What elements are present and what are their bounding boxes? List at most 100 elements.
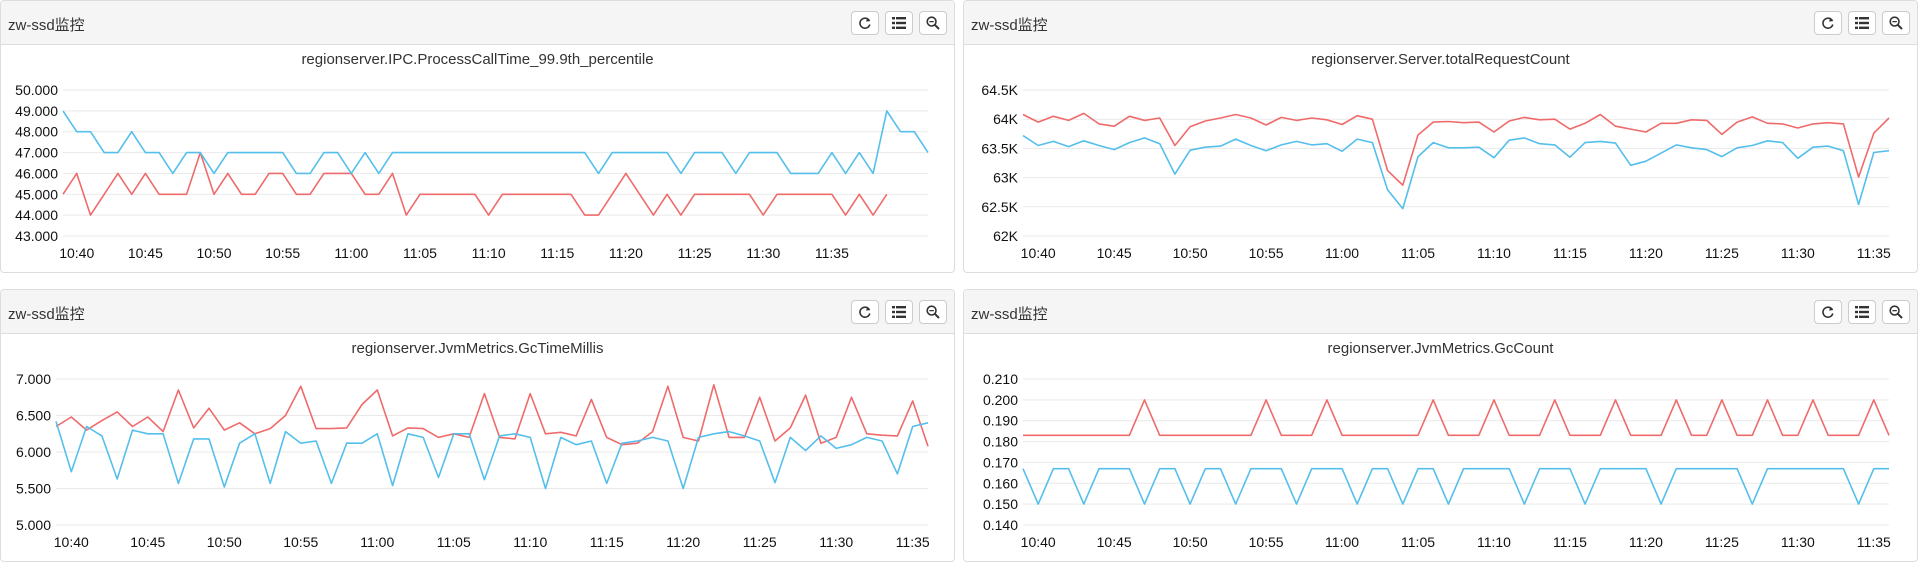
panel-toolbar (1814, 11, 1910, 35)
x-tick-label: 10:40 (54, 534, 89, 550)
x-tick-label: 11:35 (815, 245, 849, 261)
y-tick-label: 0.170 (983, 454, 1018, 470)
zoom-button[interactable] (1882, 11, 1910, 35)
chart-title: regionserver.JvmMetrics.GcCount (1328, 340, 1555, 357)
panel-toolbar (851, 11, 947, 35)
panel-title: zw-ssd监控 (8, 306, 85, 323)
zoom-button[interactable] (919, 300, 947, 324)
panel-gc-count: zw-ssd监控 regionserver.JvmMetrics.GcCount… (963, 289, 1918, 562)
y-tick-label: 47.000 (15, 145, 58, 161)
x-tick-label: 11:20 (609, 245, 643, 261)
x-tick-label: 11:15 (1553, 245, 1587, 261)
panel-header: zw-ssd监控 (964, 290, 1917, 334)
panel-toolbar (851, 300, 947, 324)
x-tick-label: 11:10 (1477, 245, 1511, 261)
chart-title: regionserver.Server.totalRequestCount (1311, 51, 1570, 68)
x-tick-label: 11:30 (746, 245, 780, 261)
y-tick-label: 0.150 (983, 496, 1018, 512)
x-tick-label: 11:20 (1629, 534, 1663, 550)
zoom-icon (1889, 305, 1903, 319)
series-line-blue (55, 421, 929, 490)
x-tick-label: 10:45 (128, 245, 163, 261)
refresh-button[interactable] (1814, 300, 1842, 324)
y-tick-label: 43.000 (15, 228, 58, 244)
x-tick-label: 10:45 (1097, 245, 1132, 261)
y-tick-label: 63.5K (981, 140, 1018, 156)
x-tick-label: 11:30 (819, 534, 853, 550)
x-tick-label: 10:50 (1173, 534, 1208, 550)
refresh-button[interactable] (851, 300, 879, 324)
x-tick-label: 10:50 (197, 245, 232, 261)
x-tick-label: 11:05 (437, 534, 471, 550)
panel-gc-time-millis: zw-ssd监控 regionserver.JvmMetrics.GcTimeM… (0, 289, 955, 562)
refresh-icon (1822, 17, 1834, 29)
chart-title: regionserver.IPC.ProcessCallTime_99.9th_… (301, 51, 653, 68)
zoom-icon (1889, 16, 1903, 30)
y-tick-label: 63K (993, 170, 1019, 186)
panel-title: zw-ssd监控 (971, 17, 1048, 34)
x-tick-label: 10:40 (1021, 534, 1056, 550)
line-chart: regionserver.JvmMetrics.GcCount 0.210 0.20… (983, 340, 1891, 550)
x-tick-label: 10:45 (130, 534, 165, 550)
x-tick-label: 11:25 (678, 245, 712, 261)
x-tick-label: 11:30 (1781, 245, 1815, 261)
list-button[interactable] (885, 300, 913, 324)
x-tick-label: 10:45 (1097, 534, 1132, 550)
series-line-red (55, 383, 929, 447)
series-line-blue (1022, 134, 1890, 210)
list-button[interactable] (885, 11, 913, 35)
x-tick-label: 11:05 (403, 245, 437, 261)
x-tick-label: 10:40 (1021, 245, 1056, 261)
x-tick-label: 11:10 (513, 534, 547, 550)
y-tick-label: 64K (993, 111, 1019, 127)
y-tick-label: 49.000 (15, 103, 58, 119)
x-tick-label: 11:10 (472, 245, 506, 261)
y-tick-label: 46.000 (15, 165, 58, 181)
list-button[interactable] (1848, 300, 1876, 324)
x-tick-label: 11:15 (540, 245, 574, 261)
y-tick-label: 0.210 (983, 371, 1018, 387)
x-tick-label: 10:50 (1173, 245, 1208, 261)
x-tick-label: 11:00 (334, 245, 368, 261)
x-tick-label: 11:05 (1401, 534, 1435, 550)
panel-header: zw-ssd监控 (1, 1, 954, 45)
x-tick-label: 11:25 (1705, 534, 1739, 550)
x-tick-label: 11:25 (1705, 245, 1739, 261)
refresh-icon (859, 17, 871, 29)
x-tick-label: 10:55 (283, 534, 318, 550)
y-tick-label: 7.000 (16, 371, 51, 387)
y-tick-label: 44.000 (15, 207, 58, 223)
x-tick-label: 11:00 (360, 534, 394, 550)
y-tick-label: 64.5K (981, 82, 1018, 98)
y-tick-label: 0.140 (983, 517, 1018, 533)
refresh-button[interactable] (1814, 11, 1842, 35)
list-icon (892, 306, 906, 318)
panel-header: zw-ssd监控 (1, 290, 954, 334)
y-tick-label: 0.200 (983, 392, 1018, 408)
zoom-button[interactable] (919, 11, 947, 35)
x-tick-label: 11:35 (1857, 534, 1891, 550)
series-line-red (1023, 399, 1890, 437)
x-tick-label: 11:10 (1477, 534, 1511, 550)
x-tick-label: 10:50 (207, 534, 242, 550)
y-tick-label: 50.000 (15, 82, 58, 98)
panel-total-request-count: zw-ssd监控 regionserver.Server.totalReques… (963, 0, 1918, 273)
zoom-button[interactable] (1882, 300, 1910, 324)
y-tick-label: 62K (993, 228, 1019, 244)
y-tick-label: 48.000 (15, 124, 58, 140)
panel-title: zw-ssd监控 (8, 17, 85, 34)
list-button[interactable] (1848, 11, 1876, 35)
x-tick-label: 10:40 (59, 245, 94, 261)
refresh-icon (1822, 306, 1834, 318)
refresh-icon (859, 306, 871, 318)
refresh-button[interactable] (851, 11, 879, 35)
panel-title: zw-ssd监控 (971, 306, 1048, 323)
line-chart: regionserver.Server.totalRequestCount 64.… (981, 51, 1891, 261)
y-tick-label: 6.000 (16, 444, 51, 460)
zoom-icon (926, 16, 940, 30)
zoom-icon (926, 305, 940, 319)
y-tick-label: 0.180 (983, 434, 1018, 450)
series-line-red (62, 151, 888, 216)
x-tick-label: 10:55 (265, 245, 300, 261)
list-icon (892, 17, 906, 29)
